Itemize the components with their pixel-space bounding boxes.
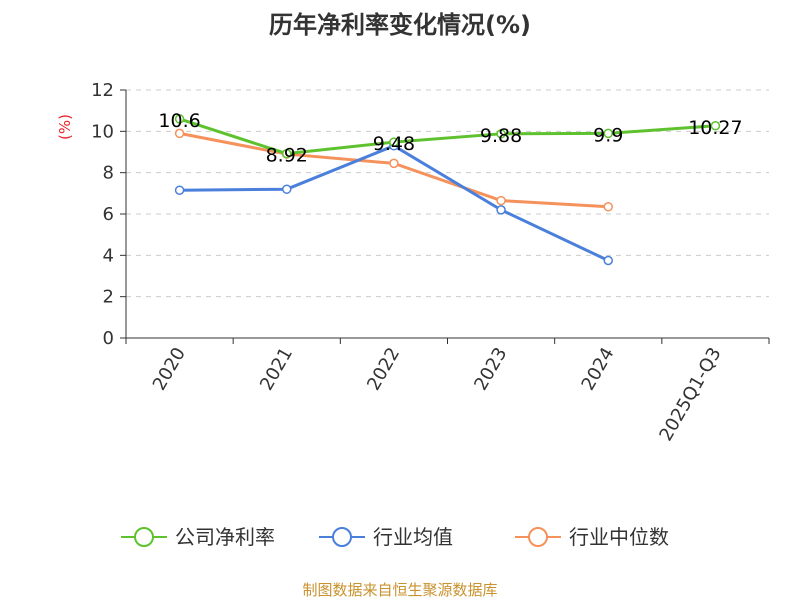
data-label: 9.48 [373, 133, 415, 155]
data-label: 9.88 [480, 125, 522, 147]
x-tick-labels: 2020 2021 2022 2023 2024 2025Q1-Q3 [149, 344, 726, 445]
axes [120, 89, 770, 344]
data-point[interactable] [174, 114, 185, 124]
data-point[interactable] [174, 185, 185, 195]
grid-lines [126, 89, 769, 298]
data-point[interactable] [282, 184, 292, 194]
x-tick-label: 2022 [363, 344, 404, 394]
y-tick-label: 12 [91, 80, 114, 101]
data-labels: 10.6 8.92 9.48 9.88 9.9 10.27 [158, 110, 742, 167]
data-label: 10.6 [158, 110, 200, 132]
legend-item[interactable]: 公司净利率 [121, 525, 275, 549]
x-tick-label: 2024 [577, 344, 618, 394]
legend-label: 行业中位数 [569, 525, 669, 549]
data-point[interactable] [389, 158, 399, 169]
x-tick-label: 2021 [256, 344, 297, 394]
y-tick-label: 2 [103, 287, 114, 308]
legend-item[interactable]: 行业均值 [319, 525, 453, 549]
x-tick-label: 2023 [470, 344, 511, 394]
data-label: 10.27 [688, 117, 742, 139]
data-label: 8.92 [266, 145, 308, 167]
y-tick-label: 6 [103, 204, 114, 225]
series-line-0 [179, 117, 716, 156]
y-tick-label: 8 [103, 163, 114, 184]
data-point[interactable] [496, 205, 506, 215]
x-tick-label: 2020 [149, 344, 190, 394]
legend-label: 公司净利率 [175, 525, 275, 549]
legend-marker [528, 527, 548, 547]
data-point[interactable] [603, 128, 613, 139]
data-point[interactable] [603, 202, 613, 212]
series-group [174, 114, 721, 266]
y-tick-label: 10 [91, 121, 114, 142]
data-point[interactable] [496, 195, 506, 206]
legend-marker [134, 527, 154, 547]
chart-title: 历年净利率变化情况(%) [269, 11, 531, 39]
data-point[interactable] [496, 129, 506, 139]
data-label: 9.9 [593, 124, 623, 146]
data-point[interactable] [603, 255, 613, 266]
data-point[interactable] [174, 128, 185, 139]
x-tick-label: 2025Q1-Q3 [655, 344, 725, 445]
y-tick-label: 0 [103, 328, 114, 349]
legend-label: 行业均值 [373, 525, 453, 549]
y-tick-labels: 0 2 4 6 8 10 12 [91, 80, 114, 349]
data-point[interactable] [710, 121, 721, 131]
y-tick-label: 4 [103, 245, 114, 266]
legend-marker [332, 527, 352, 547]
data-point[interactable] [282, 148, 292, 159]
data-point[interactable] [389, 137, 399, 147]
legend-item[interactable]: 行业中位数 [515, 525, 669, 549]
y-axis-unit: (%) [56, 114, 74, 140]
legend[interactable]: 公司净利率 行业均值 行业中位数 [121, 525, 669, 549]
source-note: 制图数据来自恒生聚源数据库 [302, 581, 497, 599]
